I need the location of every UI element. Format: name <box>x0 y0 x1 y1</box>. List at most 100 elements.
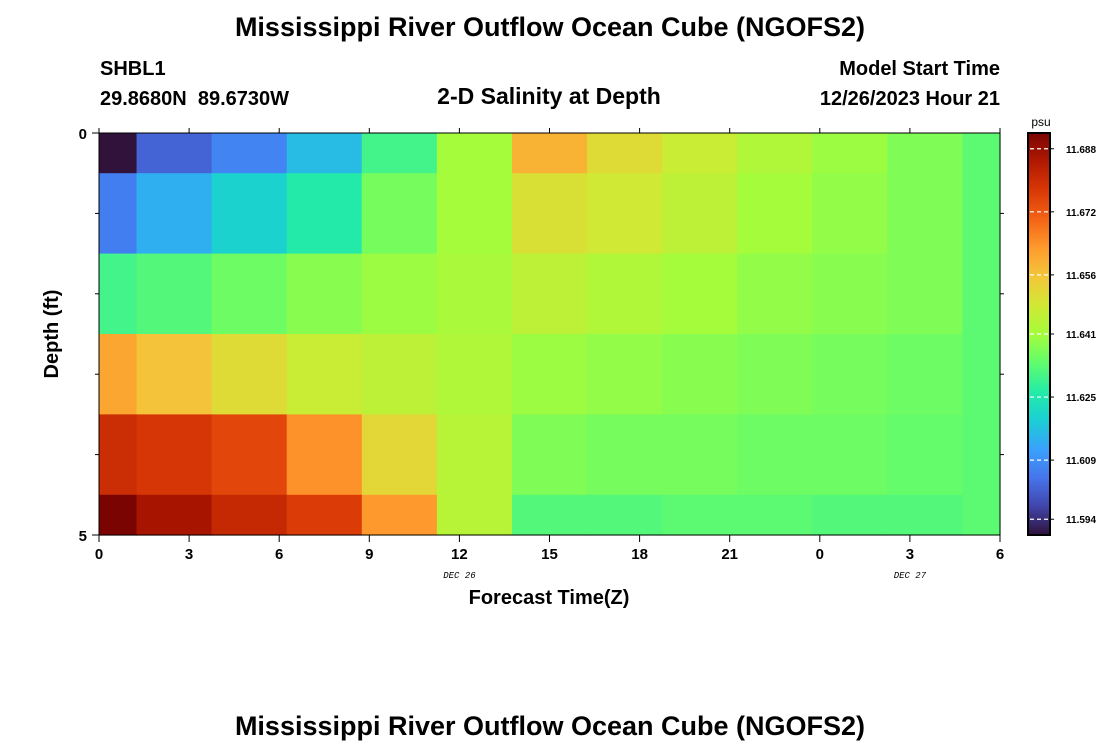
heatmap-cell <box>737 494 813 536</box>
date-label: DEC 26 <box>443 571 476 581</box>
colorbar-tick-label: 11.594 <box>1066 515 1096 526</box>
heatmap-cell <box>99 334 138 415</box>
heatmap-cell <box>962 133 1001 174</box>
heatmap-cell <box>587 334 663 415</box>
colorbar-tick-label: 11.672 <box>1066 208 1096 219</box>
heatmap-cell <box>887 173 964 255</box>
heatmap-cell <box>361 253 438 335</box>
colorbar-tick-label: 11.656 <box>1066 271 1096 282</box>
colorbar-unit: psu <box>1031 115 1050 129</box>
date-label: DEC 27 <box>894 571 927 581</box>
heatmap-cell <box>286 173 363 255</box>
heatmap-cell <box>962 414 1001 496</box>
heatmap-cell <box>99 414 138 496</box>
heatmap-cell <box>211 133 288 174</box>
x-tick-label: 3 <box>185 546 193 563</box>
heatmap-cell <box>662 494 738 536</box>
chart-subtitle: 2-D Salinity at Depth <box>437 83 661 109</box>
heatmap-cell <box>587 494 663 536</box>
x-tick-label: 18 <box>631 546 648 563</box>
heatmap-cell <box>962 253 1001 335</box>
heatmap-cell <box>436 173 513 255</box>
heatmap-cell <box>99 133 138 174</box>
heatmap-cell <box>812 414 888 496</box>
heatmap-cell <box>436 334 513 415</box>
x-tick-label: 0 <box>95 546 103 563</box>
heatmap-cell <box>361 173 438 255</box>
colorbar-ticks: 11.594 11.609 11.625 11.641 11.656 11.672 11.6… <box>1030 145 1096 526</box>
y-tick-label: 0 <box>79 126 87 143</box>
heatmap-cell <box>361 414 438 496</box>
heatmap-cell <box>737 173 813 255</box>
heatmap-cell <box>211 173 288 255</box>
x-tick-label: 12 <box>451 546 468 563</box>
heatmap-cell <box>962 494 1001 536</box>
heatmap-cell <box>511 253 588 335</box>
heatmap-cell <box>662 133 738 174</box>
heatmap-cell <box>587 133 663 174</box>
x-tick-label: 9 <box>365 546 373 563</box>
heatmap-cell <box>812 173 888 255</box>
heatmap-cell <box>737 253 813 335</box>
y-axis: 05 <box>79 126 1004 545</box>
heatmap-cell <box>211 414 288 496</box>
heatmap-cell <box>511 173 588 255</box>
heatmap-cell <box>662 253 738 335</box>
heatmap-cell <box>887 133 964 174</box>
heatmap-cell <box>962 173 1001 255</box>
x-tick-label: 6 <box>275 546 283 563</box>
heatmap-cell <box>587 253 663 335</box>
heatmap-cell <box>361 133 438 174</box>
heatmap-cell <box>436 494 513 536</box>
heatmap-cell <box>812 334 888 415</box>
x-tick-label: 0 <box>816 546 824 563</box>
heatmap-cell <box>99 253 138 335</box>
y-axis-label: Depth (ft) <box>41 290 63 379</box>
heatmap-cell <box>887 334 964 415</box>
heatmap-cell <box>286 494 363 536</box>
heatmap-cell <box>662 334 738 415</box>
heatmap-cell <box>361 494 438 536</box>
heatmap-cell <box>286 414 363 496</box>
heatmap-cells <box>99 133 1001 536</box>
heatmap-cell <box>436 133 513 174</box>
heatmap-cell <box>887 494 964 536</box>
heatmap-cell <box>436 253 513 335</box>
x-tick-label: 3 <box>906 546 914 563</box>
heatmap-cell <box>361 334 438 415</box>
heatmap-cell <box>812 494 888 536</box>
x-tick-label: 21 <box>721 546 738 563</box>
heatmap-cell <box>286 253 363 335</box>
heatmap-cell <box>737 334 813 415</box>
heatmap-cell <box>136 414 213 496</box>
x-axis: 0 3 6 9 12 15 18 21 0 3 6 DEC 26 DEC 27 <box>95 128 1004 581</box>
colorbar-tick-label: 11.641 <box>1066 330 1096 341</box>
heatmap-cell <box>587 173 663 255</box>
heatmap-cell <box>211 253 288 335</box>
x-axis-label: Forecast Time(Z) <box>469 587 630 609</box>
heatmap-cell <box>211 494 288 536</box>
model-start-value: 12/26/2023 Hour 21 <box>820 88 1000 110</box>
colorbar-tick-label: 11.688 <box>1066 145 1096 156</box>
heatmap-cell <box>99 494 138 536</box>
chart-title: Mississippi River Outflow Ocean Cube (NG… <box>235 12 865 42</box>
model-start-label: Model Start Time <box>839 58 1000 80</box>
heatmap-cell <box>136 253 213 335</box>
heatmap-cell <box>511 414 588 496</box>
heatmap-cell <box>511 133 588 174</box>
heatmap-cell <box>211 334 288 415</box>
heatmap-cell <box>136 133 213 174</box>
heatmap-cell <box>99 173 138 255</box>
y-tick-label: 5 <box>79 528 87 545</box>
heatmap-cell <box>511 494 588 536</box>
heatmap-cell <box>136 173 213 255</box>
heatmap-cell <box>737 133 813 174</box>
colorbar-tick-label: 11.625 <box>1066 393 1096 404</box>
colorbar-tick-label: 11.609 <box>1066 456 1096 467</box>
x-tick-label: 6 <box>996 546 1004 563</box>
heatmap-cell <box>812 253 888 335</box>
heatmap-cell <box>662 173 738 255</box>
heatmap-cell <box>887 253 964 335</box>
